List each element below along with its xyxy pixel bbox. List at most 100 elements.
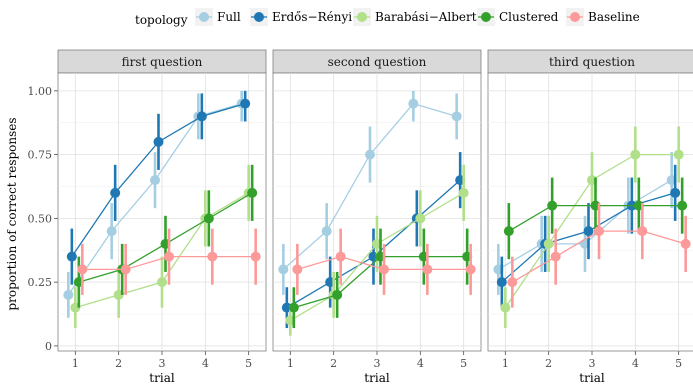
data-point <box>365 149 375 160</box>
series <box>500 126 684 329</box>
series <box>278 90 462 295</box>
legend-title: topology <box>135 13 188 27</box>
data-point <box>203 213 214 224</box>
legend-marker <box>357 12 367 22</box>
data-point <box>673 149 684 160</box>
data-point <box>680 238 691 249</box>
x-tick-label: 1 <box>287 357 294 370</box>
x-axis-title-1: trial <box>149 371 175 385</box>
data-point <box>250 251 261 262</box>
data-point <box>408 98 419 109</box>
legend-label: Clustered <box>499 10 559 24</box>
data-point <box>465 264 476 275</box>
facet-title: second question <box>328 55 427 69</box>
x-tick-label: 4 <box>417 357 424 370</box>
facet-panel: first question 0 0.25 0.50 0.75 1.00 1 2 3 4 5 <box>28 49 267 370</box>
data-point <box>196 111 207 122</box>
data-point <box>507 277 518 288</box>
x-tick-label: 4 <box>202 357 209 370</box>
data-point <box>120 264 131 275</box>
x-axis-title-3: trial <box>579 371 605 385</box>
data-point <box>332 289 343 300</box>
data-point <box>422 264 433 275</box>
data-point <box>583 226 594 237</box>
data-point <box>415 213 426 224</box>
x-tick-label: 5 <box>460 357 467 370</box>
legend-item: Erdős−Rényi <box>250 8 352 26</box>
data-point <box>77 264 88 275</box>
data-point <box>379 264 389 275</box>
data-point <box>503 226 514 237</box>
legend-marker <box>570 12 580 22</box>
data-point <box>321 226 332 237</box>
legend-marker <box>481 12 491 22</box>
facet-panel: second question 1 2 3 4 5 <box>272 49 482 370</box>
series <box>73 164 258 308</box>
data-point <box>500 302 511 313</box>
legend-item: Barabási−Albert <box>353 8 477 26</box>
data-point <box>670 187 681 198</box>
legend-marker <box>199 12 209 22</box>
data-point <box>110 187 121 198</box>
legend-marker <box>254 12 264 22</box>
data-point <box>637 226 648 237</box>
x-tick-label: 3 <box>589 357 596 370</box>
facet-panel: third question 1 2 3 4 5 <box>487 49 693 370</box>
series <box>292 228 476 295</box>
facet-title: third question <box>549 55 635 69</box>
data-point <box>66 251 77 262</box>
x-axis-title-2: trial <box>364 371 390 385</box>
legend-item: Clustered <box>477 8 559 26</box>
data-point <box>630 149 641 160</box>
legend-label: Barabási−Albert <box>375 10 477 24</box>
data-point <box>150 175 160 186</box>
x-tick-label: 2 <box>545 357 552 370</box>
legend: topology Full Erdős−Rényi Barabási−Albert C… <box>135 8 640 27</box>
data-point <box>157 277 167 288</box>
data-point <box>63 289 74 300</box>
y-tick-label: 0 <box>45 340 52 353</box>
y-tick-label: 0.50 <box>28 212 53 225</box>
x-tick-label: 2 <box>115 357 122 370</box>
x-tick-label: 1 <box>502 357 509 370</box>
data-point <box>550 251 561 262</box>
data-point <box>153 136 164 147</box>
series <box>507 203 691 308</box>
data-point <box>247 187 258 198</box>
data-point <box>278 264 289 275</box>
legend-item: Full <box>195 8 241 26</box>
plot-area <box>487 72 693 352</box>
facet-title: first question <box>122 55 203 69</box>
legend-label: Erdős−Rényi <box>272 10 352 24</box>
data-point <box>288 302 299 313</box>
y-axis-title: proportion of correct responses <box>5 117 19 310</box>
legend-item: Baseline <box>566 8 640 26</box>
y-tick-label: 0.25 <box>28 276 53 289</box>
data-point <box>547 200 558 211</box>
x-tick-label: 5 <box>675 357 682 370</box>
data-point <box>458 187 469 198</box>
data-point <box>164 251 174 262</box>
x-tick-label: 4 <box>632 357 639 370</box>
x-tick-label: 3 <box>374 357 381 370</box>
data-point <box>240 98 251 109</box>
data-point <box>207 251 218 262</box>
y-tick-label: 0.75 <box>28 149 53 162</box>
legend-label: Baseline <box>588 10 640 24</box>
data-point <box>496 277 507 288</box>
data-point <box>677 200 688 211</box>
series <box>66 90 251 285</box>
legend-label: Full <box>217 10 241 24</box>
series <box>496 164 681 308</box>
x-tick-label: 3 <box>159 357 166 370</box>
data-point <box>451 111 462 122</box>
data-point <box>335 251 346 262</box>
data-point <box>594 226 604 237</box>
series <box>77 228 261 295</box>
x-tick-label: 1 <box>72 357 79 370</box>
x-tick-label: 2 <box>330 357 337 370</box>
data-point <box>543 238 554 249</box>
data-point <box>106 226 117 237</box>
